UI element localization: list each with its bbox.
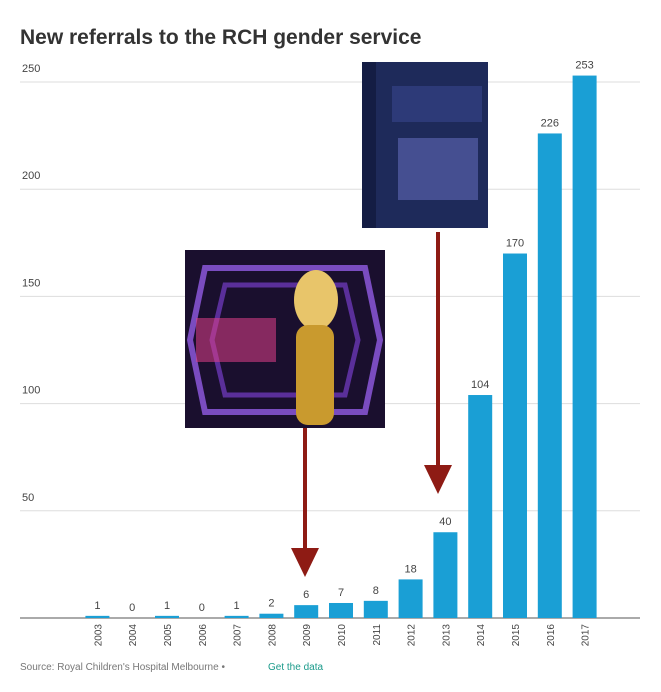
- value-label: 253: [575, 60, 593, 72]
- y-tick-label: 50: [22, 492, 34, 504]
- x-tick-label: 2009: [302, 624, 313, 647]
- y-tick-label: 100: [22, 385, 40, 397]
- value-label: 226: [541, 117, 559, 129]
- arrows: [291, 232, 452, 577]
- x-tick-label: 2007: [233, 624, 244, 647]
- value-label: 6: [303, 589, 309, 601]
- book-spine: [362, 62, 376, 228]
- bar: [468, 395, 493, 618]
- x-tick-label: 2016: [546, 624, 557, 647]
- book-label: [392, 86, 482, 122]
- value-label: 0: [199, 602, 205, 614]
- value-label: 1: [164, 600, 170, 612]
- x-tick-label: 2004: [128, 624, 139, 647]
- chart-title: New referrals to the RCH gender service: [20, 26, 421, 49]
- bar: [363, 600, 388, 618]
- value-label: 40: [439, 516, 451, 528]
- bar: [503, 253, 527, 618]
- arrow-head: [424, 465, 452, 494]
- bar: [155, 615, 179, 618]
- bar: [572, 75, 597, 619]
- drag-image: [185, 250, 385, 428]
- source: Source: Royal Children's Hospital Melbou…: [20, 662, 225, 673]
- value-label: 170: [506, 238, 524, 250]
- x-tick-label: 2013: [441, 624, 452, 647]
- y-tick-label: 250: [22, 63, 40, 75]
- value-label: 2: [268, 598, 274, 610]
- x-tick-label: 2008: [267, 624, 278, 647]
- y-tick-label: 200: [22, 170, 40, 182]
- x-tick-label: 2014: [476, 624, 487, 647]
- bar: [329, 602, 353, 618]
- plot: 50 100 150 200 250 1 2003 0 2004 1 2005 0 2006 1 2007 2…: [20, 60, 640, 647]
- value-label: 18: [404, 563, 416, 575]
- value-label: 1: [234, 600, 240, 612]
- image-frame: [186, 265, 384, 415]
- bar: [85, 615, 110, 618]
- figure-body: [296, 325, 334, 425]
- bar: [224, 615, 249, 618]
- x-tick-label: 2015: [511, 624, 522, 647]
- book-panel: [398, 138, 478, 200]
- value-label: 8: [373, 585, 379, 597]
- data-link[interactable]: Get the data: [268, 662, 323, 673]
- bar: [294, 605, 319, 618]
- image-text: [196, 318, 276, 362]
- x-tick-label: 2005: [163, 624, 174, 647]
- x-tick-label: 2010: [337, 624, 348, 647]
- value-label: 0: [129, 602, 135, 614]
- bar: [398, 579, 423, 618]
- x-tick-label: 2012: [407, 624, 418, 647]
- value-label: 7: [338, 587, 344, 599]
- y-tick-label: 150: [22, 277, 40, 289]
- bar: [433, 532, 458, 618]
- x-tick-label: 2003: [93, 624, 104, 647]
- x-tick-label: 2006: [198, 624, 209, 647]
- arrow-head: [291, 548, 319, 577]
- book-image: [362, 62, 488, 228]
- value-label: 104: [471, 379, 489, 391]
- x-tick-label: 2017: [581, 624, 592, 647]
- value-label: 1: [94, 600, 100, 612]
- figure-hair: [294, 270, 338, 330]
- bar: [537, 133, 562, 618]
- x-tick-label: 2011: [372, 624, 383, 646]
- bar: [259, 613, 284, 618]
